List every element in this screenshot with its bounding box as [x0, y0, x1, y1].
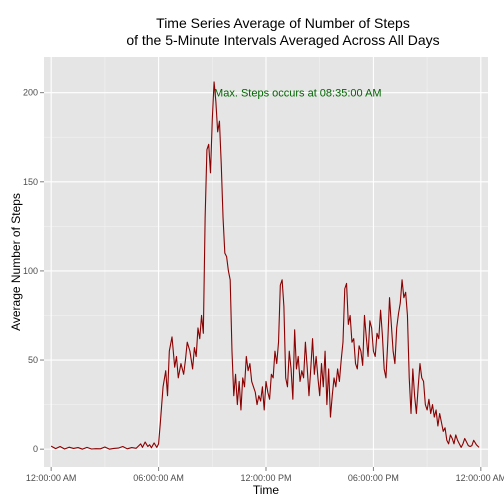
y-tick-label: 200	[23, 88, 38, 98]
chart-title: Time Series Average of Number of Steps	[156, 15, 410, 31]
series-line	[50, 81, 480, 450]
x-axis-ticks: 12:00:00 AM 06:00:00 AM 12:00:00 PM 06:00:0…	[26, 467, 504, 483]
x-tick-label: 06:00:00 AM	[133, 473, 184, 483]
x-tick-label: 12:00:00 PM	[240, 473, 291, 483]
y-tick-label: 100	[23, 266, 38, 276]
x-axis-title: Time	[253, 483, 280, 497]
chart-subtitle: of the 5-Minute Intervals Averaged Acros…	[126, 32, 439, 48]
y-axis-title: Average Number of Steps	[9, 193, 23, 331]
x-tick-label: 12:00:00 AM	[456, 473, 504, 483]
x-tick-label: 12:00:00 AM	[26, 473, 77, 483]
x-tick-label: 06:00:00 PM	[348, 473, 399, 483]
y-tick-label: 150	[23, 177, 38, 187]
y-tick-label: 0	[33, 444, 38, 454]
max-steps-annotation: Max. Steps occurs at 08:35:00 AM	[214, 88, 382, 100]
major-gridlines	[44, 57, 488, 467]
y-tick-label: 50	[28, 355, 38, 365]
y-axis-ticks: 0 50 100 150 200	[23, 88, 44, 454]
